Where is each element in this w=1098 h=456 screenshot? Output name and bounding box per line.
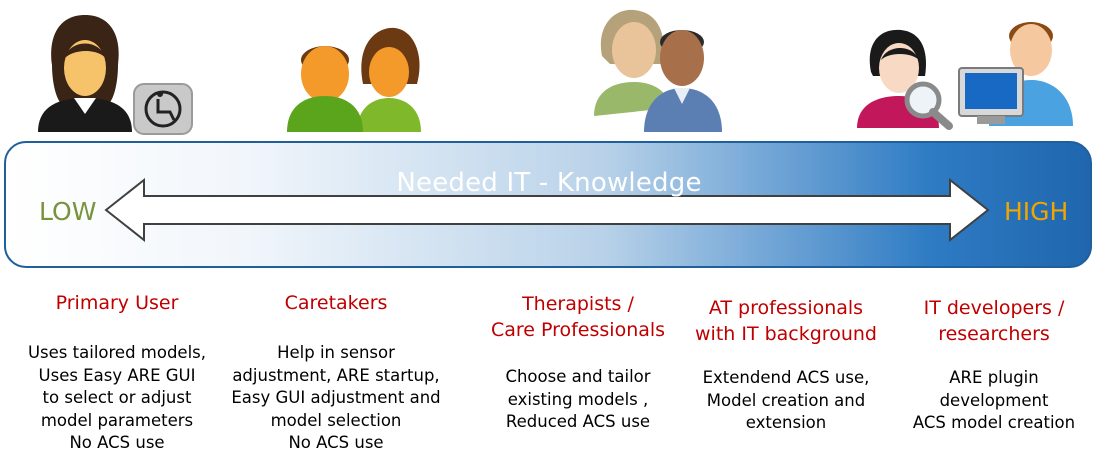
professionals-icon: [594, 9, 722, 132]
group-description: Help in sensor adjustment, ARE startup, …: [231, 343, 441, 452]
computer-user-icon: [958, 22, 1073, 126]
group-description: Choose and tailor existing models , Redu…: [505, 367, 651, 431]
group-title: Therapists / Care Professionals: [490, 293, 666, 341]
double-arrow-icon: [104, 178, 990, 242]
group-description: Extendend ACS use, Model creation and ex…: [702, 368, 870, 432]
group-therapists: Therapists / Care Professionals Choose a…: [478, 291, 678, 434]
band-title: Needed IT - Knowledge: [396, 168, 702, 198]
group-primary-user: Primary User Uses tailored models, Uses …: [12, 290, 222, 455]
group-description: Uses tailored models, Uses Easy ARE GUI …: [27, 343, 207, 452]
group-at-professionals: AT professionals with IT background Exte…: [686, 295, 886, 435]
woman-wheelchair-icon: [38, 15, 193, 135]
group-description: ARE plugin development ACS model creatio…: [912, 368, 1076, 432]
group-it-developers: IT developers / researchers ARE plugin d…: [896, 295, 1092, 435]
group-title: IT developers / researchers: [923, 297, 1065, 345]
group-title: Primary User: [55, 292, 179, 314]
group-title: AT professionals with IT background: [695, 297, 877, 345]
magnifier-user-icon: [857, 29, 953, 130]
group-caretakers: Caretakers Help in sensor adjustment, AR…: [226, 290, 446, 455]
two-people-icon: [287, 27, 421, 132]
group-title: Caretakers: [284, 292, 388, 314]
high-label: HIGH: [1004, 197, 1069, 226]
low-label: LOW: [39, 197, 97, 226]
